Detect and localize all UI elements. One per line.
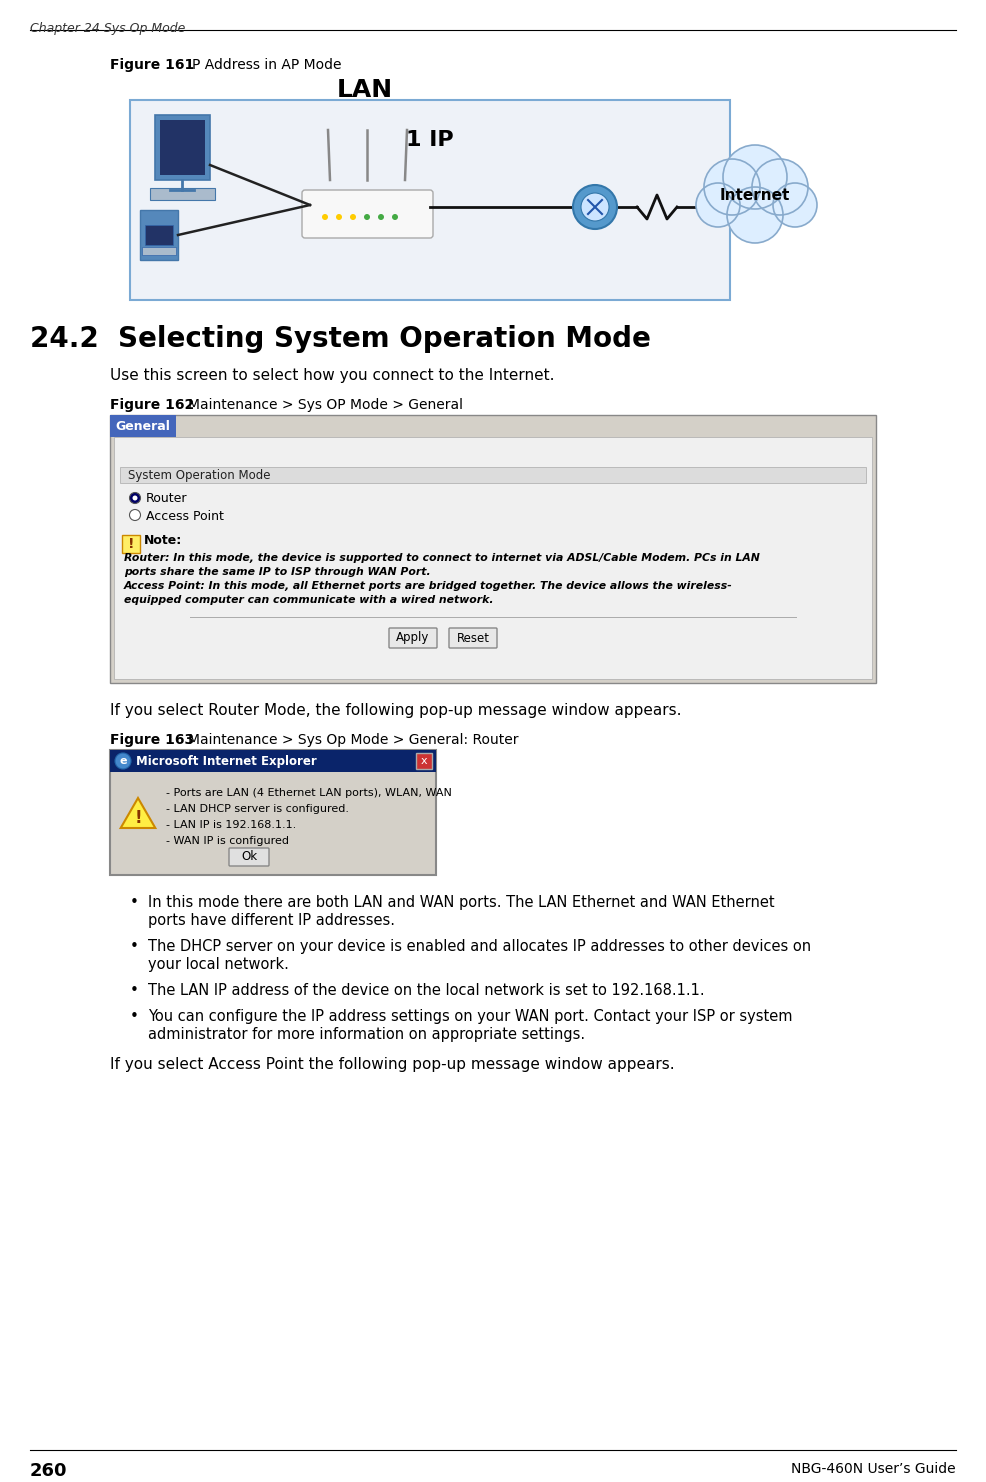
Text: Router: Router bbox=[146, 492, 187, 505]
Text: You can configure the IP address settings on your WAN port. Contact your ISP or : You can configure the IP address setting… bbox=[148, 1009, 793, 1024]
Text: The LAN IP address of the device on the local network is set to 192.168.1.1.: The LAN IP address of the device on the … bbox=[148, 983, 705, 997]
Text: Figure 161: Figure 161 bbox=[110, 58, 194, 73]
Text: your local network.: your local network. bbox=[148, 957, 289, 972]
Circle shape bbox=[773, 182, 817, 227]
Circle shape bbox=[727, 187, 783, 243]
Circle shape bbox=[696, 182, 740, 227]
Text: Figure 163: Figure 163 bbox=[110, 734, 194, 747]
Circle shape bbox=[704, 159, 760, 215]
Text: NBG-460N User’s Guide: NBG-460N User’s Guide bbox=[792, 1463, 956, 1476]
Text: 1 IP: 1 IP bbox=[406, 130, 454, 150]
Circle shape bbox=[573, 185, 617, 230]
Circle shape bbox=[350, 213, 356, 219]
Text: 24.2  Selecting System Operation Mode: 24.2 Selecting System Operation Mode bbox=[30, 325, 651, 353]
Text: Figure 162: Figure 162 bbox=[110, 399, 194, 412]
Circle shape bbox=[723, 145, 787, 209]
Bar bbox=[120, 467, 866, 483]
Text: - Ports are LAN (4 Ethernet LAN ports), WLAN, WAN: - Ports are LAN (4 Ethernet LAN ports), … bbox=[166, 788, 452, 797]
Circle shape bbox=[115, 753, 131, 769]
Text: System Operation Mode: System Operation Mode bbox=[128, 468, 270, 482]
Text: Access Point: In this mode, all Ethernet ports are bridged together. The device : Access Point: In this mode, all Ethernet… bbox=[124, 581, 733, 591]
Text: If you select Router Mode, the following pop-up message window appears.: If you select Router Mode, the following… bbox=[110, 702, 681, 717]
Circle shape bbox=[129, 492, 140, 504]
Circle shape bbox=[322, 213, 328, 219]
FancyBboxPatch shape bbox=[449, 628, 497, 648]
Text: If you select Access Point the following pop-up message window appears.: If you select Access Point the following… bbox=[110, 1057, 674, 1071]
Text: Apply: Apply bbox=[396, 631, 430, 645]
Circle shape bbox=[132, 495, 137, 501]
Text: e: e bbox=[119, 756, 127, 766]
Circle shape bbox=[581, 193, 609, 221]
Bar bbox=[110, 415, 176, 437]
Text: Chapter 24 Sys Op Mode: Chapter 24 Sys Op Mode bbox=[30, 22, 185, 36]
Circle shape bbox=[752, 159, 808, 215]
Bar bbox=[110, 750, 436, 772]
Text: •: • bbox=[130, 895, 139, 910]
Text: •: • bbox=[130, 1009, 139, 1024]
Text: Internet: Internet bbox=[720, 188, 790, 203]
Text: 260: 260 bbox=[30, 1463, 67, 1481]
Text: Ok: Ok bbox=[241, 851, 257, 864]
Text: x: x bbox=[421, 756, 427, 766]
FancyBboxPatch shape bbox=[155, 116, 210, 179]
Bar bbox=[160, 120, 205, 175]
Text: Microsoft Internet Explorer: Microsoft Internet Explorer bbox=[136, 754, 317, 768]
Bar bbox=[142, 247, 176, 255]
Text: LAN: LAN bbox=[337, 79, 393, 102]
FancyBboxPatch shape bbox=[229, 848, 269, 865]
Text: equipped computer can communicate with a wired network.: equipped computer can communicate with a… bbox=[124, 594, 494, 605]
Text: administrator for more information on appropriate settings.: administrator for more information on ap… bbox=[148, 1027, 585, 1042]
Circle shape bbox=[336, 213, 342, 219]
Text: In this mode there are both LAN and WAN ports. The LAN Ethernet and WAN Ethernet: In this mode there are both LAN and WAN … bbox=[148, 895, 775, 910]
Text: •: • bbox=[130, 940, 139, 954]
Text: The DHCP server on your device is enabled and allocates IP addresses to other de: The DHCP server on your device is enable… bbox=[148, 940, 811, 954]
Circle shape bbox=[392, 213, 398, 219]
Text: - LAN DHCP server is configured.: - LAN DHCP server is configured. bbox=[166, 805, 349, 814]
Text: Reset: Reset bbox=[457, 631, 489, 645]
Text: ports share the same IP to ISP through WAN Port.: ports share the same IP to ISP through W… bbox=[124, 568, 431, 576]
Text: - WAN IP is configured: - WAN IP is configured bbox=[166, 836, 289, 846]
Text: ports have different IP addresses.: ports have different IP addresses. bbox=[148, 913, 395, 928]
Text: Note:: Note: bbox=[144, 535, 182, 547]
Text: General: General bbox=[115, 419, 171, 433]
Text: Use this screen to select how you connect to the Internet.: Use this screen to select how you connec… bbox=[110, 368, 554, 382]
Circle shape bbox=[364, 213, 370, 219]
Text: - LAN IP is 192.168.1.1.: - LAN IP is 192.168.1.1. bbox=[166, 820, 296, 830]
Bar bbox=[110, 415, 876, 683]
Circle shape bbox=[378, 213, 384, 219]
Circle shape bbox=[129, 510, 140, 520]
Text: IP Address in AP Mode: IP Address in AP Mode bbox=[188, 58, 341, 73]
Bar bbox=[145, 225, 173, 245]
Bar bbox=[110, 750, 436, 874]
Bar bbox=[416, 753, 432, 769]
Text: Maintenance > Sys OP Mode > General: Maintenance > Sys OP Mode > General bbox=[188, 399, 463, 412]
Text: Access Point: Access Point bbox=[146, 510, 224, 523]
Text: •: • bbox=[130, 983, 139, 997]
FancyBboxPatch shape bbox=[389, 628, 437, 648]
Text: Router: In this mode, the device is supported to connect to internet via ADSL/Ca: Router: In this mode, the device is supp… bbox=[124, 553, 760, 563]
FancyBboxPatch shape bbox=[302, 190, 433, 239]
Bar bbox=[114, 437, 872, 679]
Bar bbox=[130, 99, 730, 299]
Text: !: ! bbox=[134, 809, 142, 827]
Bar bbox=[150, 188, 215, 200]
FancyBboxPatch shape bbox=[122, 535, 140, 553]
Text: !: ! bbox=[128, 536, 134, 551]
Text: Maintenance > Sys Op Mode > General: Router: Maintenance > Sys Op Mode > General: Rou… bbox=[188, 734, 519, 747]
Bar bbox=[140, 210, 178, 259]
